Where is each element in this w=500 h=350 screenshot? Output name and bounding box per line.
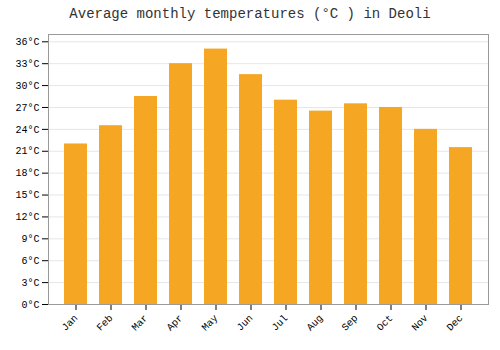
svg-text:Feb: Feb [95, 313, 116, 334]
svg-text:3°C: 3°C [21, 278, 39, 289]
html-text:Average monthly temperatures (: Average monthly temperatures (°C ) in De… [69, 6, 431, 22]
svg-text:6°C: 6°C [21, 256, 39, 267]
svg-text:36°C: 36°C [15, 37, 39, 48]
svg-text:24°C: 24°C [15, 125, 39, 136]
svg-text:May: May [200, 313, 221, 334]
svg-text:15°C: 15°C [15, 190, 39, 201]
svg-text:Aug: Aug [305, 313, 326, 334]
svg-text:0°C: 0°C [21, 300, 39, 311]
svg-text:Mar: Mar [130, 313, 151, 334]
svg-text:Apr: Apr [165, 313, 186, 334]
svg-text:30°C: 30°C [15, 81, 39, 92]
svg-text:33°C: 33°C [15, 59, 39, 70]
svg-text:12°C: 12°C [15, 212, 39, 223]
svg-text:9°C: 9°C [21, 234, 39, 245]
svg-text:Sep: Sep [340, 313, 361, 334]
svg-text:Dec: Dec [445, 313, 466, 334]
svg-text:Oct: Oct [375, 313, 396, 334]
svg-text:18°C: 18°C [15, 168, 39, 179]
svg-text:Jul: Jul [270, 313, 291, 334]
svg-text:27°C: 27°C [15, 103, 39, 114]
svg-text:Jun: Jun [235, 313, 256, 334]
svg-text:Nov: Nov [410, 313, 431, 334]
svg-text:Jan: Jan [60, 313, 81, 334]
svg-text:21°C: 21°C [15, 146, 39, 157]
